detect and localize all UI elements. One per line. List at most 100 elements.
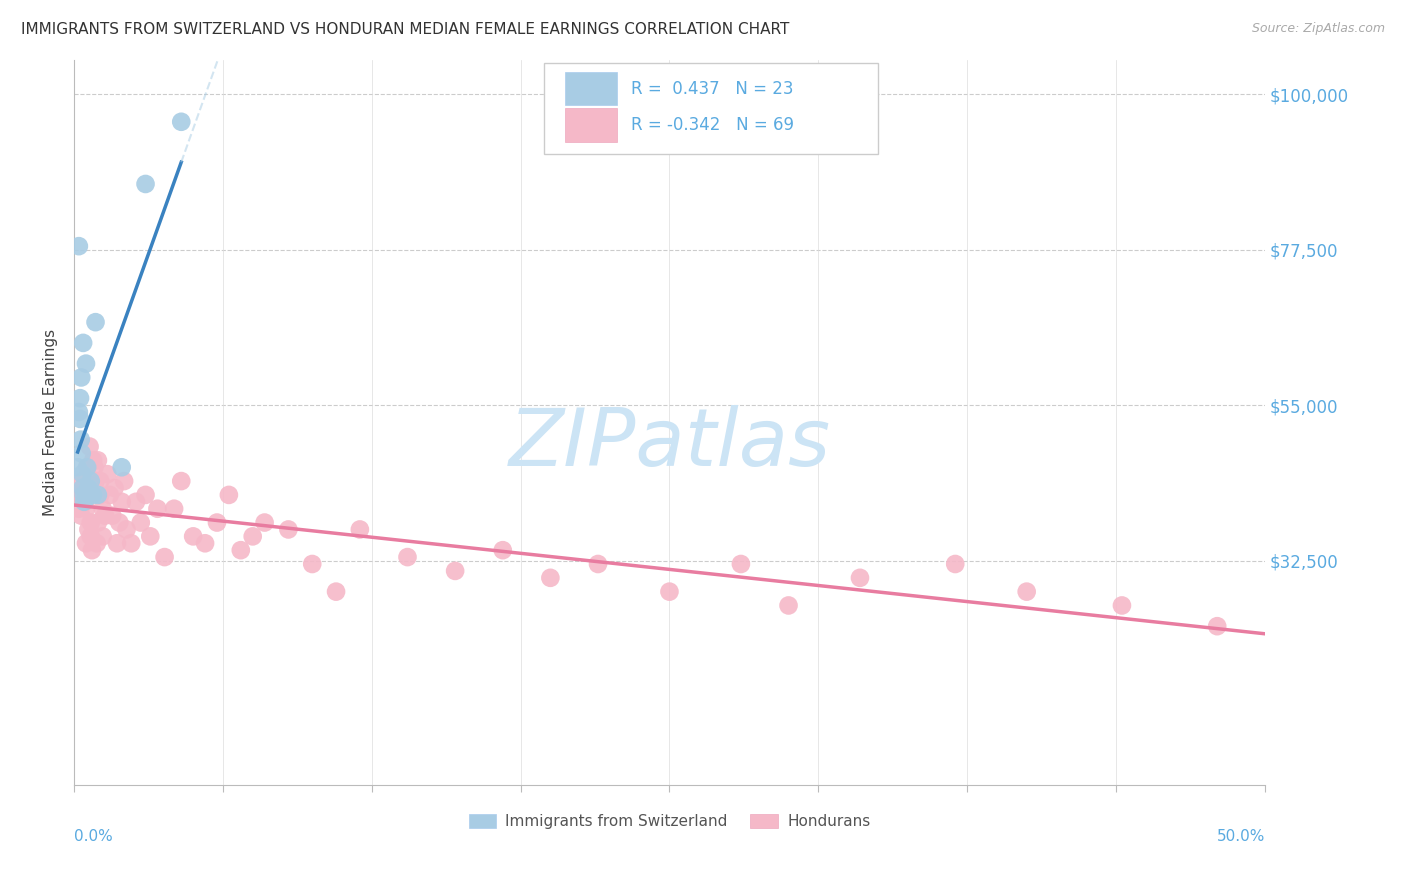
Point [301,557,323,571]
Point [181,529,204,543]
Point [87,516,110,530]
Point [76,460,98,475]
Point [112,474,135,488]
Point [194,536,217,550]
Point [69,412,91,426]
Point [70,508,93,523]
Point [730,557,752,571]
Point [396,550,419,565]
Point [943,557,966,571]
Point [1111,599,1133,613]
Point [218,488,240,502]
Point [205,516,228,530]
Point [82,474,104,488]
Point [146,501,169,516]
Point [170,474,193,488]
Y-axis label: Median Female Earnings: Median Female Earnings [44,329,58,516]
Point [82,453,104,467]
Point [325,584,347,599]
Point [72,335,94,350]
Point [80,529,103,543]
Text: R =  0.437   N = 23: R = 0.437 N = 23 [631,79,794,97]
Point [67,405,90,419]
Point [153,550,176,565]
Point [94,508,117,523]
Point [84,474,107,488]
Point [538,571,561,585]
Point [75,501,97,516]
Point [1015,584,1038,599]
Point [76,460,98,475]
Point [242,529,264,543]
Point [135,488,157,502]
Point [86,536,108,550]
Point [170,115,193,129]
Point [73,495,96,509]
Point [89,474,111,488]
Point [72,488,94,502]
Point [163,501,186,516]
Point [79,440,101,454]
Point [96,467,118,482]
Text: ZIPatlas: ZIPatlas [509,405,831,483]
Point [115,523,138,537]
Point [65,488,87,502]
Point [91,501,114,516]
Point [139,529,162,543]
Point [75,357,97,371]
Point [72,481,94,495]
Point [349,523,371,537]
Point [1206,619,1229,633]
Point [80,474,103,488]
Point [101,508,124,523]
Point [277,523,299,537]
Point [67,239,90,253]
Point [98,488,121,502]
Point [658,584,681,599]
Point [80,516,103,530]
Point [444,564,467,578]
Point [111,495,134,509]
Point [229,543,252,558]
Point [80,543,103,558]
Point [69,433,91,447]
Point [253,516,276,530]
Point [849,571,872,585]
Text: 0.0%: 0.0% [75,829,112,844]
Point [111,460,134,475]
Point [72,481,94,495]
Point [70,370,93,384]
Point [125,495,148,509]
Point [75,536,97,550]
Point [89,488,111,502]
Point [73,495,96,509]
Point [69,391,91,405]
FancyBboxPatch shape [565,72,617,105]
Point [70,446,93,460]
Point [72,474,94,488]
Point [84,315,107,329]
Point [135,177,157,191]
Point [66,460,89,475]
Text: 50.0%: 50.0% [1216,829,1265,844]
Point [492,543,515,558]
Text: R = -0.342   N = 69: R = -0.342 N = 69 [631,116,794,134]
Point [91,529,114,543]
Point [77,481,100,495]
FancyBboxPatch shape [544,63,877,154]
FancyBboxPatch shape [565,108,617,142]
Point [72,467,94,482]
Point [77,481,100,495]
Text: Source: ZipAtlas.com: Source: ZipAtlas.com [1251,22,1385,36]
Legend: Immigrants from Switzerland, Hondurans: Immigrants from Switzerland, Hondurans [463,808,876,836]
Point [87,453,110,467]
Point [77,523,100,537]
Point [105,536,128,550]
Point [129,516,152,530]
Point [778,599,800,613]
Point [82,488,104,502]
Point [67,501,90,516]
Text: IMMIGRANTS FROM SWITZERLAND VS HONDURAN MEDIAN FEMALE EARNINGS CORRELATION CHART: IMMIGRANTS FROM SWITZERLAND VS HONDURAN … [21,22,789,37]
Point [120,536,142,550]
Point [103,481,125,495]
